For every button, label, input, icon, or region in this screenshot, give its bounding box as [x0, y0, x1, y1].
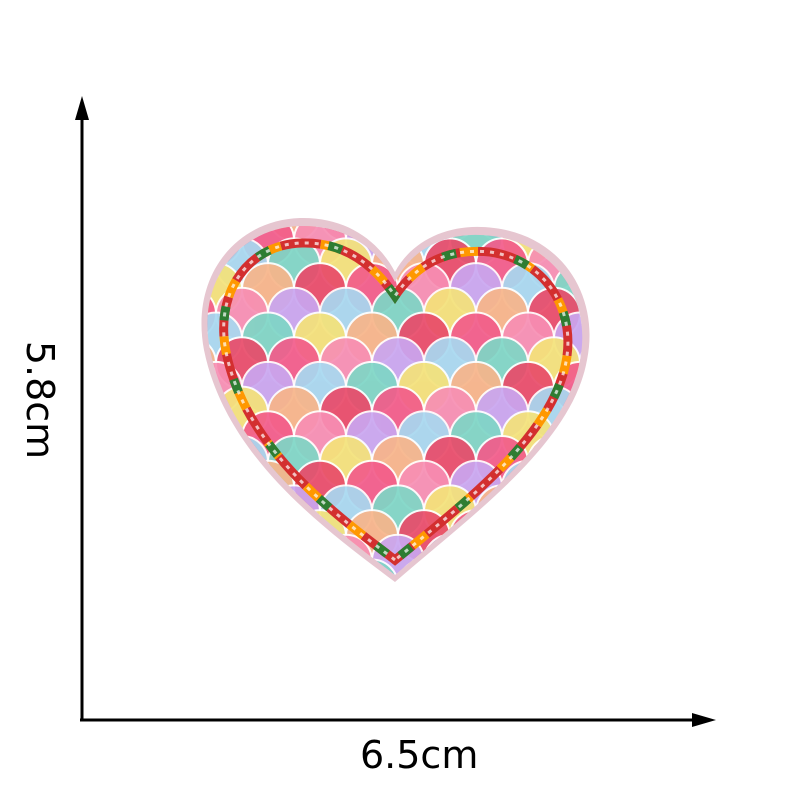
scale: [267, 533, 321, 575]
scale: [579, 225, 583, 242]
scale: [553, 558, 583, 575]
height-axis: [75, 96, 89, 720]
scale: [579, 237, 583, 292]
scale: [579, 484, 583, 539]
scale: [527, 484, 581, 539]
scale: [215, 533, 269, 575]
scale: [579, 385, 583, 440]
scale: [475, 484, 529, 539]
heart-patch-icon: [138, 214, 590, 612]
scale: [423, 533, 477, 575]
scale: [501, 558, 555, 575]
scale: [241, 558, 295, 575]
scale: [138, 263, 190, 315]
scale: [138, 411, 190, 463]
scale: [501, 459, 555, 514]
scale: [527, 533, 581, 575]
scale: [449, 558, 503, 575]
scale: [475, 533, 529, 575]
scale: [138, 560, 190, 612]
scale: [207, 484, 217, 539]
scale: [527, 435, 581, 489]
scale: [241, 509, 295, 564]
scale: [138, 362, 190, 414]
scale: [138, 313, 190, 365]
scale: [207, 385, 217, 440]
scale: [371, 225, 425, 242]
width-label: 6.5cm: [360, 733, 479, 777]
height-label: 5.8cm: [18, 340, 62, 460]
scale: [553, 509, 583, 564]
scale: [207, 558, 243, 575]
scale: [553, 225, 583, 267]
scale: [207, 237, 217, 292]
scale: [293, 558, 347, 575]
scale: [138, 510, 190, 562]
scale: [553, 459, 583, 514]
scale: [207, 509, 243, 564]
scale: [215, 484, 269, 539]
scale: [207, 225, 217, 242]
width-axis: [80, 713, 716, 727]
scale: [579, 435, 583, 489]
scale: [449, 509, 503, 564]
scale: [527, 225, 581, 242]
scale: [207, 533, 217, 575]
scale: [579, 533, 583, 575]
scale: [138, 214, 190, 266]
scale: [207, 459, 243, 514]
scale: [138, 461, 190, 513]
scale: [207, 435, 217, 489]
scale: [501, 509, 555, 564]
scale: [345, 558, 399, 575]
